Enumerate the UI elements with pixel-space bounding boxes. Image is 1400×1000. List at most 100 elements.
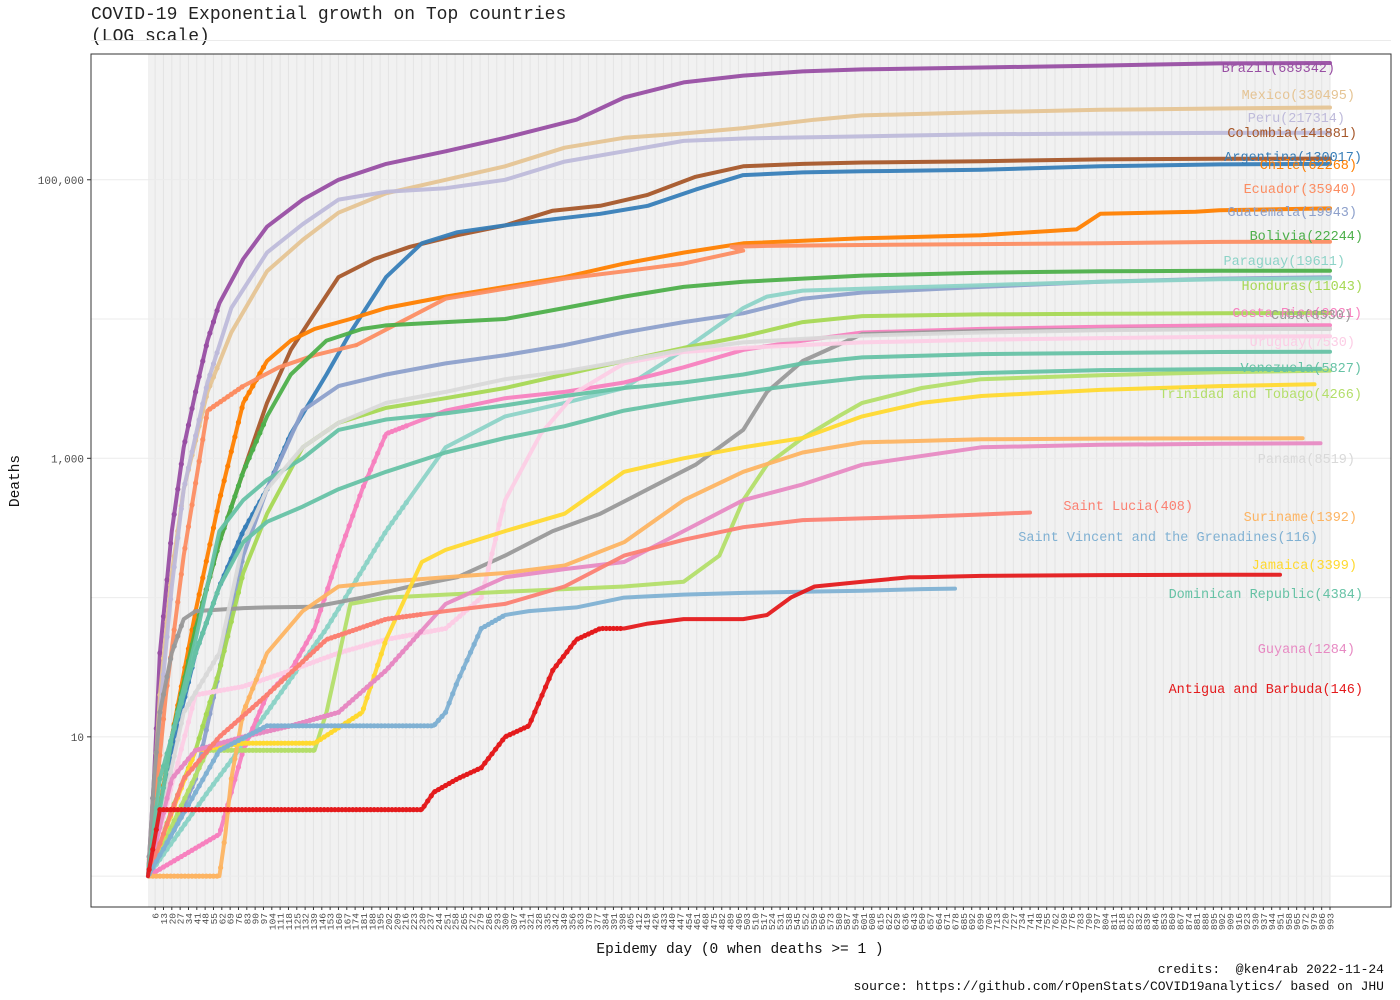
x-tick-label: 34 <box>184 913 195 925</box>
data-point <box>175 713 181 719</box>
data-point <box>160 846 167 852</box>
data-point <box>253 438 259 444</box>
data-point <box>282 747 288 753</box>
data-point <box>553 663 559 669</box>
data-point <box>453 681 459 688</box>
data-point <box>342 533 349 539</box>
data-point <box>268 723 274 729</box>
data-point <box>328 807 334 813</box>
data-point <box>196 807 202 813</box>
data-point <box>232 434 238 440</box>
data-point <box>175 873 181 879</box>
data-point <box>182 545 188 551</box>
data-point <box>210 807 217 813</box>
data-point <box>189 662 195 669</box>
x-tick-label: 503 <box>742 913 753 930</box>
series-label: Saint Vincent and the Grenadines(116) <box>1018 531 1318 546</box>
data-point <box>492 536 499 542</box>
data-point <box>403 500 409 506</box>
data-point <box>246 694 252 701</box>
x-tick-label: 482 <box>717 913 728 930</box>
data-point <box>160 613 167 620</box>
x-tick-label: 741 <box>1026 913 1037 930</box>
series-label: Bolivia(22244) <box>1250 230 1363 245</box>
x-tick-label: 580 <box>834 913 845 930</box>
data-point <box>257 747 263 753</box>
data-point <box>160 785 167 791</box>
data-point <box>396 807 402 813</box>
data-point <box>285 723 292 729</box>
data-point <box>260 747 267 753</box>
data-point <box>168 811 174 818</box>
data-point <box>228 448 234 455</box>
data-point <box>196 373 202 380</box>
data-point <box>535 701 542 707</box>
data-point <box>246 740 252 746</box>
data-point <box>550 667 556 673</box>
data-point <box>282 740 288 746</box>
data-point <box>189 751 195 758</box>
data-point <box>171 725 177 732</box>
data-point <box>246 455 252 461</box>
data-point <box>168 596 174 602</box>
data-point <box>446 622 452 628</box>
data-point <box>321 629 327 635</box>
data-point <box>243 740 249 746</box>
data-point <box>307 747 313 753</box>
data-point <box>296 740 302 746</box>
data-point <box>328 618 334 624</box>
x-tick-label: 6 <box>151 913 162 919</box>
data-point <box>303 655 309 661</box>
data-point <box>178 720 184 726</box>
series-label: Suriname(1392) <box>1244 511 1357 526</box>
x-tick-label: 426 <box>651 913 662 930</box>
data-point <box>325 807 331 813</box>
data-point <box>350 807 356 813</box>
data-point <box>407 723 413 729</box>
data-point <box>285 679 292 685</box>
x-tick-label: 888 <box>1201 913 1212 930</box>
data-point <box>235 483 242 489</box>
data-point <box>378 442 384 448</box>
x-tick-label: 216 <box>401 913 412 930</box>
data-point <box>300 723 306 729</box>
data-point <box>218 733 224 739</box>
data-point <box>375 675 381 681</box>
data-point <box>196 417 202 423</box>
data-point <box>185 465 192 471</box>
x-tick-label: 489 <box>726 913 737 930</box>
x-tick-label: 377 <box>592 913 603 930</box>
data-point <box>350 513 356 519</box>
data-point <box>203 791 209 797</box>
credits-text: credits: @ken4rab 2022-11-24 <box>1157 962 1384 977</box>
data-point <box>157 752 163 758</box>
data-point <box>189 811 195 817</box>
data-point <box>203 749 209 755</box>
data-point <box>250 447 256 453</box>
data-point <box>182 821 188 827</box>
data-point <box>489 551 495 557</box>
data-point <box>396 510 402 516</box>
x-tick-label: 762 <box>1051 913 1062 930</box>
x-tick-label: 391 <box>609 913 620 930</box>
data-point <box>196 591 202 598</box>
data-point <box>239 384 245 390</box>
data-point <box>282 675 288 681</box>
data-point <box>171 753 177 759</box>
series-label: Cuba(8530) <box>1271 309 1352 324</box>
data-point <box>425 798 431 804</box>
data-point <box>243 807 249 813</box>
data-point <box>185 422 192 428</box>
data-point <box>196 640 202 646</box>
data-point <box>482 760 488 766</box>
data-point <box>182 733 188 739</box>
data-point <box>157 873 163 879</box>
data-point <box>210 758 217 764</box>
data-point <box>214 675 220 681</box>
data-point <box>253 747 259 753</box>
x-tick-label: 139 <box>309 913 320 930</box>
data-point <box>214 308 220 314</box>
data-point <box>193 480 199 486</box>
data-point <box>339 723 345 729</box>
data-point <box>332 723 338 729</box>
